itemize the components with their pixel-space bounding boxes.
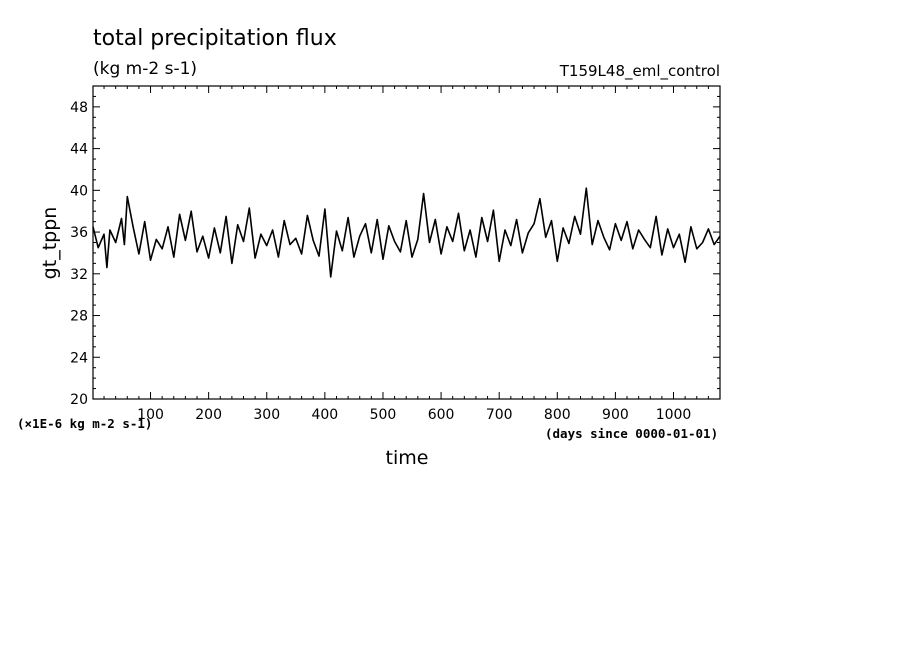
x-tick-label: 100 (137, 407, 164, 423)
y-axis-label: gt_tppn (39, 207, 61, 280)
x-axis-label: time (386, 447, 429, 469)
x-tick-label: 1000 (656, 407, 692, 423)
y-tick-label: 48 (70, 100, 88, 116)
y-tick-label: 24 (70, 350, 88, 366)
x-tick-label: 500 (370, 407, 397, 423)
x-units-label: (days since 0000-01-01) (545, 426, 718, 441)
x-tick-label: 700 (486, 407, 513, 423)
y-tick-label: 44 (70, 142, 88, 158)
x-tick-label: 900 (602, 407, 629, 423)
chart-subtitle-units: (kg m-2 s-1) (93, 59, 197, 79)
y-tick-label: 28 (70, 309, 88, 325)
x-tick-marks (103, 86, 709, 399)
x-tick-label: 200 (195, 407, 222, 423)
x-tick-label: 800 (544, 407, 571, 423)
y-tick-marks (93, 95, 720, 400)
y-tick-label: 32 (70, 267, 88, 283)
y-multiplier-label: (×1E-6 kg m-2 s-1) (17, 416, 152, 431)
y-tick-labels: 20 24 28 32 36 40 44 48 (70, 100, 88, 408)
run-label: T159L48_eml_control (559, 62, 720, 81)
chart-title: total precipitation flux (93, 26, 337, 51)
y-tick-label: 36 (70, 225, 88, 241)
x-tick-label: 300 (253, 407, 280, 423)
x-tick-labels: 100 200 300 400 500 600 700 800 900 1000 (137, 407, 691, 423)
series-line-gt-tppn (92, 187, 721, 278)
plot-frame (92, 85, 721, 400)
x-tick-label: 400 (311, 407, 338, 423)
x-tick-label: 600 (428, 407, 455, 423)
y-tick-label: 20 (70, 392, 88, 408)
y-tick-label: 40 (70, 183, 88, 199)
